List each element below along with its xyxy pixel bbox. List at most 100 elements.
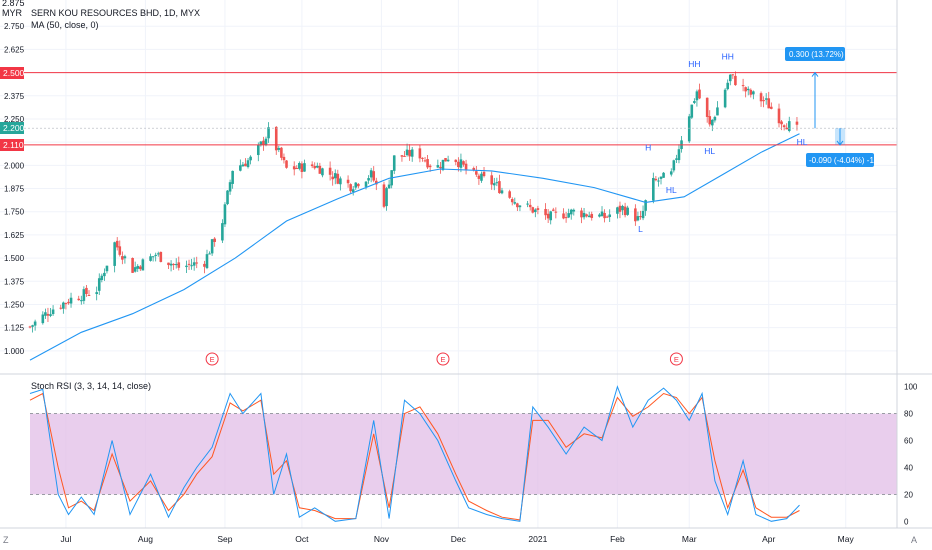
candle-body: [118, 246, 122, 255]
candle-body: [205, 254, 209, 269]
candle-body: [677, 149, 681, 161]
candle-body: [526, 203, 529, 205]
candle-body: [210, 239, 214, 254]
candle-body: [292, 166, 296, 170]
candle-body: [249, 156, 252, 161]
candle-body: [518, 205, 522, 208]
x-tick-label: Apr: [762, 534, 775, 544]
candle-body: [590, 213, 594, 218]
candle-body: [303, 163, 306, 172]
candle-body: [336, 173, 340, 184]
candle-body: [239, 165, 242, 171]
candle-body: [298, 163, 301, 169]
measure-down-text: -0.090 (-4.04%) -18: [809, 156, 879, 165]
candle-body: [28, 326, 32, 328]
candles[interactable]: [28, 71, 799, 333]
candle-body: [385, 188, 388, 207]
candle-body: [567, 213, 570, 218]
candle-body: [346, 179, 350, 184]
candle-body: [103, 272, 106, 277]
candle-body: [728, 74, 732, 82]
candle-body: [280, 147, 283, 158]
measure-down-box[interactable]: [806, 153, 874, 167]
price-tick-label: 2.750: [4, 22, 25, 31]
candle-body: [641, 210, 645, 219]
candle-body: [428, 165, 432, 168]
candle-body: [351, 189, 355, 193]
candle-body: [600, 211, 604, 217]
candle-body: [652, 177, 655, 201]
measure-tools[interactable]: [811, 71, 845, 146]
currency-label: MYR: [2, 8, 23, 18]
stoch-tick-label: 20: [904, 490, 913, 499]
price-tick-label: 2.000: [4, 161, 25, 170]
candle-body: [741, 85, 745, 87]
candle-body: [480, 173, 483, 181]
candle-body: [546, 213, 550, 219]
candle-body: [711, 119, 714, 126]
stoch-tick-label: 60: [904, 437, 913, 446]
stoch-tick-label: 0: [904, 517, 909, 526]
candle-body: [167, 262, 170, 266]
candle-body: [187, 263, 191, 265]
candle-body: [185, 265, 188, 268]
price-tick-label: 2.625: [4, 45, 25, 54]
stoch-tick-label: 40: [904, 463, 913, 472]
candle-body: [67, 301, 70, 304]
candle-body: [331, 176, 334, 180]
candle-body: [444, 158, 447, 162]
candle-body: [662, 172, 665, 178]
candle-body: [544, 208, 547, 216]
ma-legend[interactable]: MA (50, close, 0): [31, 20, 99, 30]
candle-body: [554, 211, 558, 213]
candle-body: [749, 89, 753, 95]
candle-body: [339, 178, 342, 185]
price-tick-label: 1.375: [4, 277, 25, 286]
candle-body: [762, 100, 765, 102]
earnings-marker-label: E: [674, 355, 679, 364]
candle-body: [767, 98, 771, 109]
candle-body: [770, 106, 773, 109]
x-tick-label: Sep: [217, 534, 232, 544]
earnings-marker: [205, 352, 219, 366]
candle-body: [41, 314, 45, 324]
candle-body: [318, 165, 322, 174]
stoch-band: [30, 413, 897, 495]
stoch-legend[interactable]: Stoch RSI (3, 3, 14, 14, close): [31, 381, 151, 391]
candle-body: [510, 199, 514, 203]
candle-body: [115, 240, 119, 248]
candle-body: [313, 165, 317, 169]
auto-scale-label[interactable]: A: [911, 535, 917, 545]
candle-body: [333, 173, 337, 179]
candle-body: [436, 165, 440, 168]
candle-body: [795, 121, 799, 125]
candle-body: [149, 256, 152, 261]
timezone-z-label[interactable]: Z: [3, 535, 9, 545]
level-lines[interactable]: [24, 72, 897, 146]
x-tick-label: Mar: [682, 534, 697, 544]
candle-body: [141, 259, 145, 271]
candle-body: [562, 213, 565, 219]
candle-body: [77, 298, 81, 301]
x-tick-label: Aug: [138, 534, 153, 544]
measure-up-box[interactable]: [785, 47, 845, 61]
candle-body: [131, 257, 134, 273]
measure-arrowhead: [836, 140, 844, 146]
price-tick-label: 1.250: [4, 300, 25, 309]
x-tick-label: Dec: [451, 534, 467, 544]
candle-body: [752, 91, 755, 95]
candle-body: [603, 212, 606, 219]
x-tick-label: Nov: [374, 534, 390, 544]
candle-body: [644, 200, 647, 211]
candle-body: [498, 181, 501, 194]
candle-body: [285, 160, 288, 168]
candle-body: [780, 121, 783, 125]
candle-body: [192, 262, 196, 266]
candle-body: [82, 289, 86, 301]
price-tick-label: 2.250: [4, 115, 25, 124]
ma-line: [29, 133, 800, 361]
candle-body: [536, 208, 540, 210]
earnings-marker-label: E: [440, 355, 445, 364]
